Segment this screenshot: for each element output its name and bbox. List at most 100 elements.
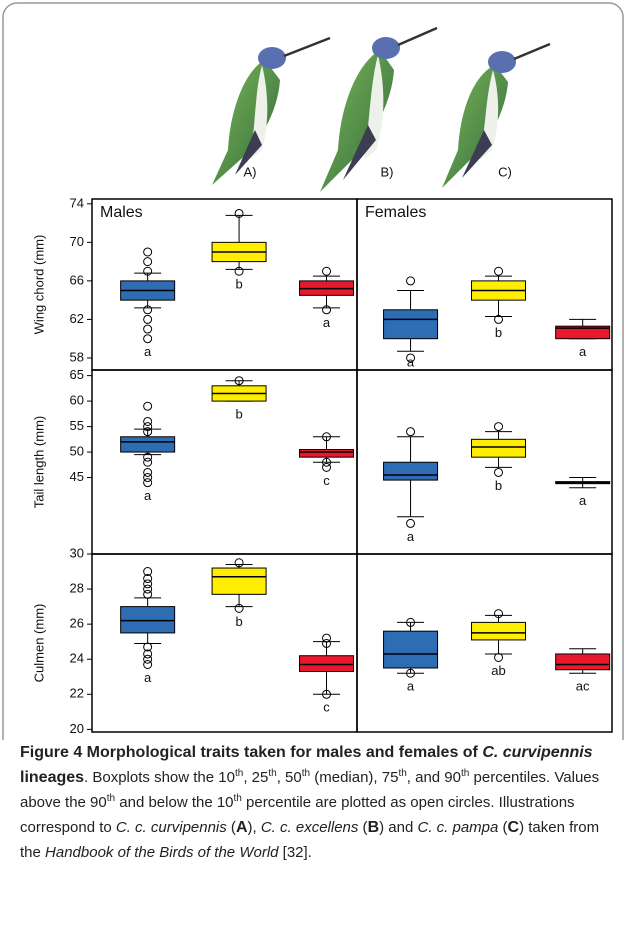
y-tick-label: 65	[70, 367, 84, 382]
y-tick-label: 66	[70, 272, 84, 287]
caption-run: C	[508, 819, 520, 836]
box	[121, 437, 175, 452]
group-letter: ab	[491, 663, 505, 678]
y-tick-label: 45	[70, 469, 84, 484]
caption-run: Figure 4 Morphological traits taken for …	[20, 744, 482, 761]
illustration-label: A)	[244, 164, 257, 179]
caption-run: th	[268, 768, 276, 779]
y-tick-label: 62	[70, 311, 84, 326]
outlier	[144, 660, 152, 668]
caption-run: (median), 75	[310, 769, 398, 786]
caption-run: C. c. curvipennis	[116, 819, 227, 836]
group-letter: a	[323, 315, 331, 330]
outlier	[144, 479, 152, 487]
outlier	[495, 423, 503, 431]
chart: A) B) C) Males Wing chord (mm) 58 62 66 70 74 a…	[0, 0, 627, 740]
outlier	[144, 458, 152, 466]
group-letter: a	[144, 488, 152, 503]
caption-run: (	[358, 819, 367, 836]
y-tick-label: 20	[70, 721, 84, 736]
figure: A) B) C) Males Wing chord (mm) 58 62 66 70 74 a…	[0, 0, 627, 928]
y-tick-label: 70	[70, 234, 84, 249]
group-letter: a	[407, 354, 415, 369]
caption-run: Handbook of the Birds of the World	[45, 844, 278, 861]
outlier	[144, 335, 152, 343]
caption-run: ) and	[379, 819, 417, 836]
box	[300, 450, 354, 458]
outlier	[323, 267, 331, 275]
illustration-label: C)	[498, 164, 512, 179]
caption-run: , 50	[277, 769, 302, 786]
y-tick-label: 58	[70, 349, 84, 364]
frame	[3, 3, 623, 740]
outlier	[407, 428, 415, 436]
outlier	[407, 519, 415, 527]
group-letter: ac	[576, 679, 590, 694]
bird-illustration	[442, 44, 550, 188]
caption-run: B	[368, 819, 380, 836]
caption-run: C. c. excellens	[261, 819, 359, 836]
group-letter: a	[579, 344, 587, 359]
caption-run: C. c. pampa	[417, 819, 498, 836]
caption-run: C. curvipennis	[482, 744, 592, 761]
group-letter: c	[323, 700, 330, 715]
y-axis-label: Tail length (mm)	[31, 416, 46, 508]
outlier	[144, 590, 152, 598]
outlier	[144, 248, 152, 256]
y-tick-label: 30	[70, 545, 84, 560]
group-letter: c	[323, 473, 330, 488]
outlier	[407, 277, 415, 285]
y-tick-label: 55	[70, 418, 84, 433]
y-tick-label: 74	[70, 195, 84, 210]
caption-run: th	[234, 793, 242, 804]
caption-run: A	[236, 819, 248, 836]
illustration-label: B)	[381, 164, 394, 179]
group-letter: b	[235, 407, 242, 422]
y-tick-label: 28	[70, 581, 84, 596]
panel-title: Females	[365, 204, 426, 221]
box	[384, 631, 438, 668]
outlier	[144, 258, 152, 266]
caption-run: th	[302, 768, 310, 779]
caption-run: lineages	[20, 769, 84, 786]
caption-run: th	[107, 793, 115, 804]
caption-run: . Boxplots show the 10	[84, 769, 235, 786]
caption-run: [32].	[279, 844, 312, 861]
outlier	[144, 402, 152, 410]
outlier	[323, 463, 331, 471]
outlier	[144, 325, 152, 333]
box	[472, 439, 526, 457]
group-letter: b	[235, 277, 242, 292]
outlier	[495, 468, 503, 476]
caption-run: , and 90	[407, 769, 461, 786]
caption-run: , 25	[243, 769, 268, 786]
group-letter: b	[235, 614, 242, 629]
panel-title: Males	[100, 204, 143, 221]
outlier	[495, 653, 503, 661]
caption-run: (	[227, 819, 236, 836]
y-tick-label: 60	[70, 393, 84, 408]
box	[300, 656, 354, 672]
caption-run: (	[498, 819, 507, 836]
caption: Figure 4 Morphological traits taken for …	[20, 740, 612, 865]
group-letter: a	[144, 670, 152, 685]
group-letter: a	[407, 529, 415, 544]
box	[212, 568, 266, 594]
outlier	[495, 267, 503, 275]
group-letter: a	[144, 344, 152, 359]
caption-run: ),	[248, 819, 261, 836]
y-axis-label: Wing chord (mm)	[31, 235, 46, 335]
box	[384, 310, 438, 339]
box	[121, 607, 175, 633]
group-letter: a	[407, 679, 415, 694]
y-tick-label: 22	[70, 686, 84, 701]
bird-illustration	[212, 38, 330, 185]
bird-illustration	[320, 28, 437, 192]
group-letter: b	[495, 478, 502, 493]
box	[384, 462, 438, 480]
caption-run: and below the 10	[115, 794, 233, 811]
box	[472, 622, 526, 640]
y-tick-label: 50	[70, 443, 84, 458]
y-tick-label: 26	[70, 616, 84, 631]
caption-run: th	[398, 768, 406, 779]
